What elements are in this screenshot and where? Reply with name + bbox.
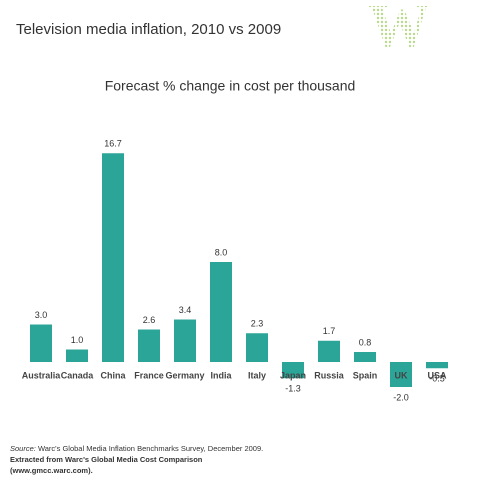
x-tick-label: Australia — [22, 370, 62, 380]
value-label: -1.3 — [285, 384, 301, 394]
value-label: 8.0 — [215, 247, 228, 257]
x-tick-label: France — [134, 370, 164, 380]
value-label: 3.4 — [179, 305, 192, 315]
value-label: 2.3 — [251, 319, 264, 329]
bar — [30, 324, 52, 362]
x-tick-label: Germany — [165, 370, 204, 380]
value-label: 0.8 — [359, 337, 372, 347]
chart-title: Television media inflation, 2010 vs 2009 — [16, 21, 281, 38]
bar — [426, 362, 448, 369]
bar — [390, 362, 412, 387]
value-label: 2.6 — [143, 315, 156, 325]
bar — [66, 349, 88, 362]
value-label: 16.7 — [104, 139, 122, 149]
value-label: -0.5 — [429, 374, 445, 384]
bar — [282, 362, 304, 379]
value-label: 3.0 — [35, 310, 48, 320]
extract-line: Extracted from Warc's Global Media Cost … — [10, 455, 203, 464]
bar — [102, 153, 124, 362]
bar — [354, 352, 376, 362]
x-tick-label: USA — [427, 370, 447, 380]
value-label: 1.7 — [323, 326, 336, 336]
source: Source: Warc's Global Media Inflation Be… — [10, 444, 263, 453]
x-tick-label: China — [100, 370, 126, 380]
bar — [246, 333, 268, 362]
x-tick-label: Japan — [280, 370, 306, 380]
bar — [174, 319, 196, 362]
value-label: -2.0 — [393, 392, 409, 402]
x-tick-label: Russia — [314, 370, 345, 380]
chart-subtitle: Forecast % change in cost per thousand — [105, 78, 356, 94]
bar — [210, 262, 232, 362]
logo: W — [368, 0, 430, 61]
x-tick-label: UK — [395, 370, 408, 380]
extract-line: (www.gmcc.warc.com). — [10, 466, 93, 475]
bar — [318, 340, 340, 362]
x-tick-label: Italy — [248, 370, 266, 380]
source-label: Source: — [10, 444, 36, 453]
x-tick-label: India — [210, 370, 232, 380]
source-text: Warc's Global Media Inflation Benchmarks… — [38, 444, 263, 453]
x-tick-label: Canada — [61, 370, 95, 380]
x-tick-label: Spain — [353, 370, 378, 380]
value-label: 1.0 — [71, 335, 84, 345]
bar — [138, 329, 160, 362]
